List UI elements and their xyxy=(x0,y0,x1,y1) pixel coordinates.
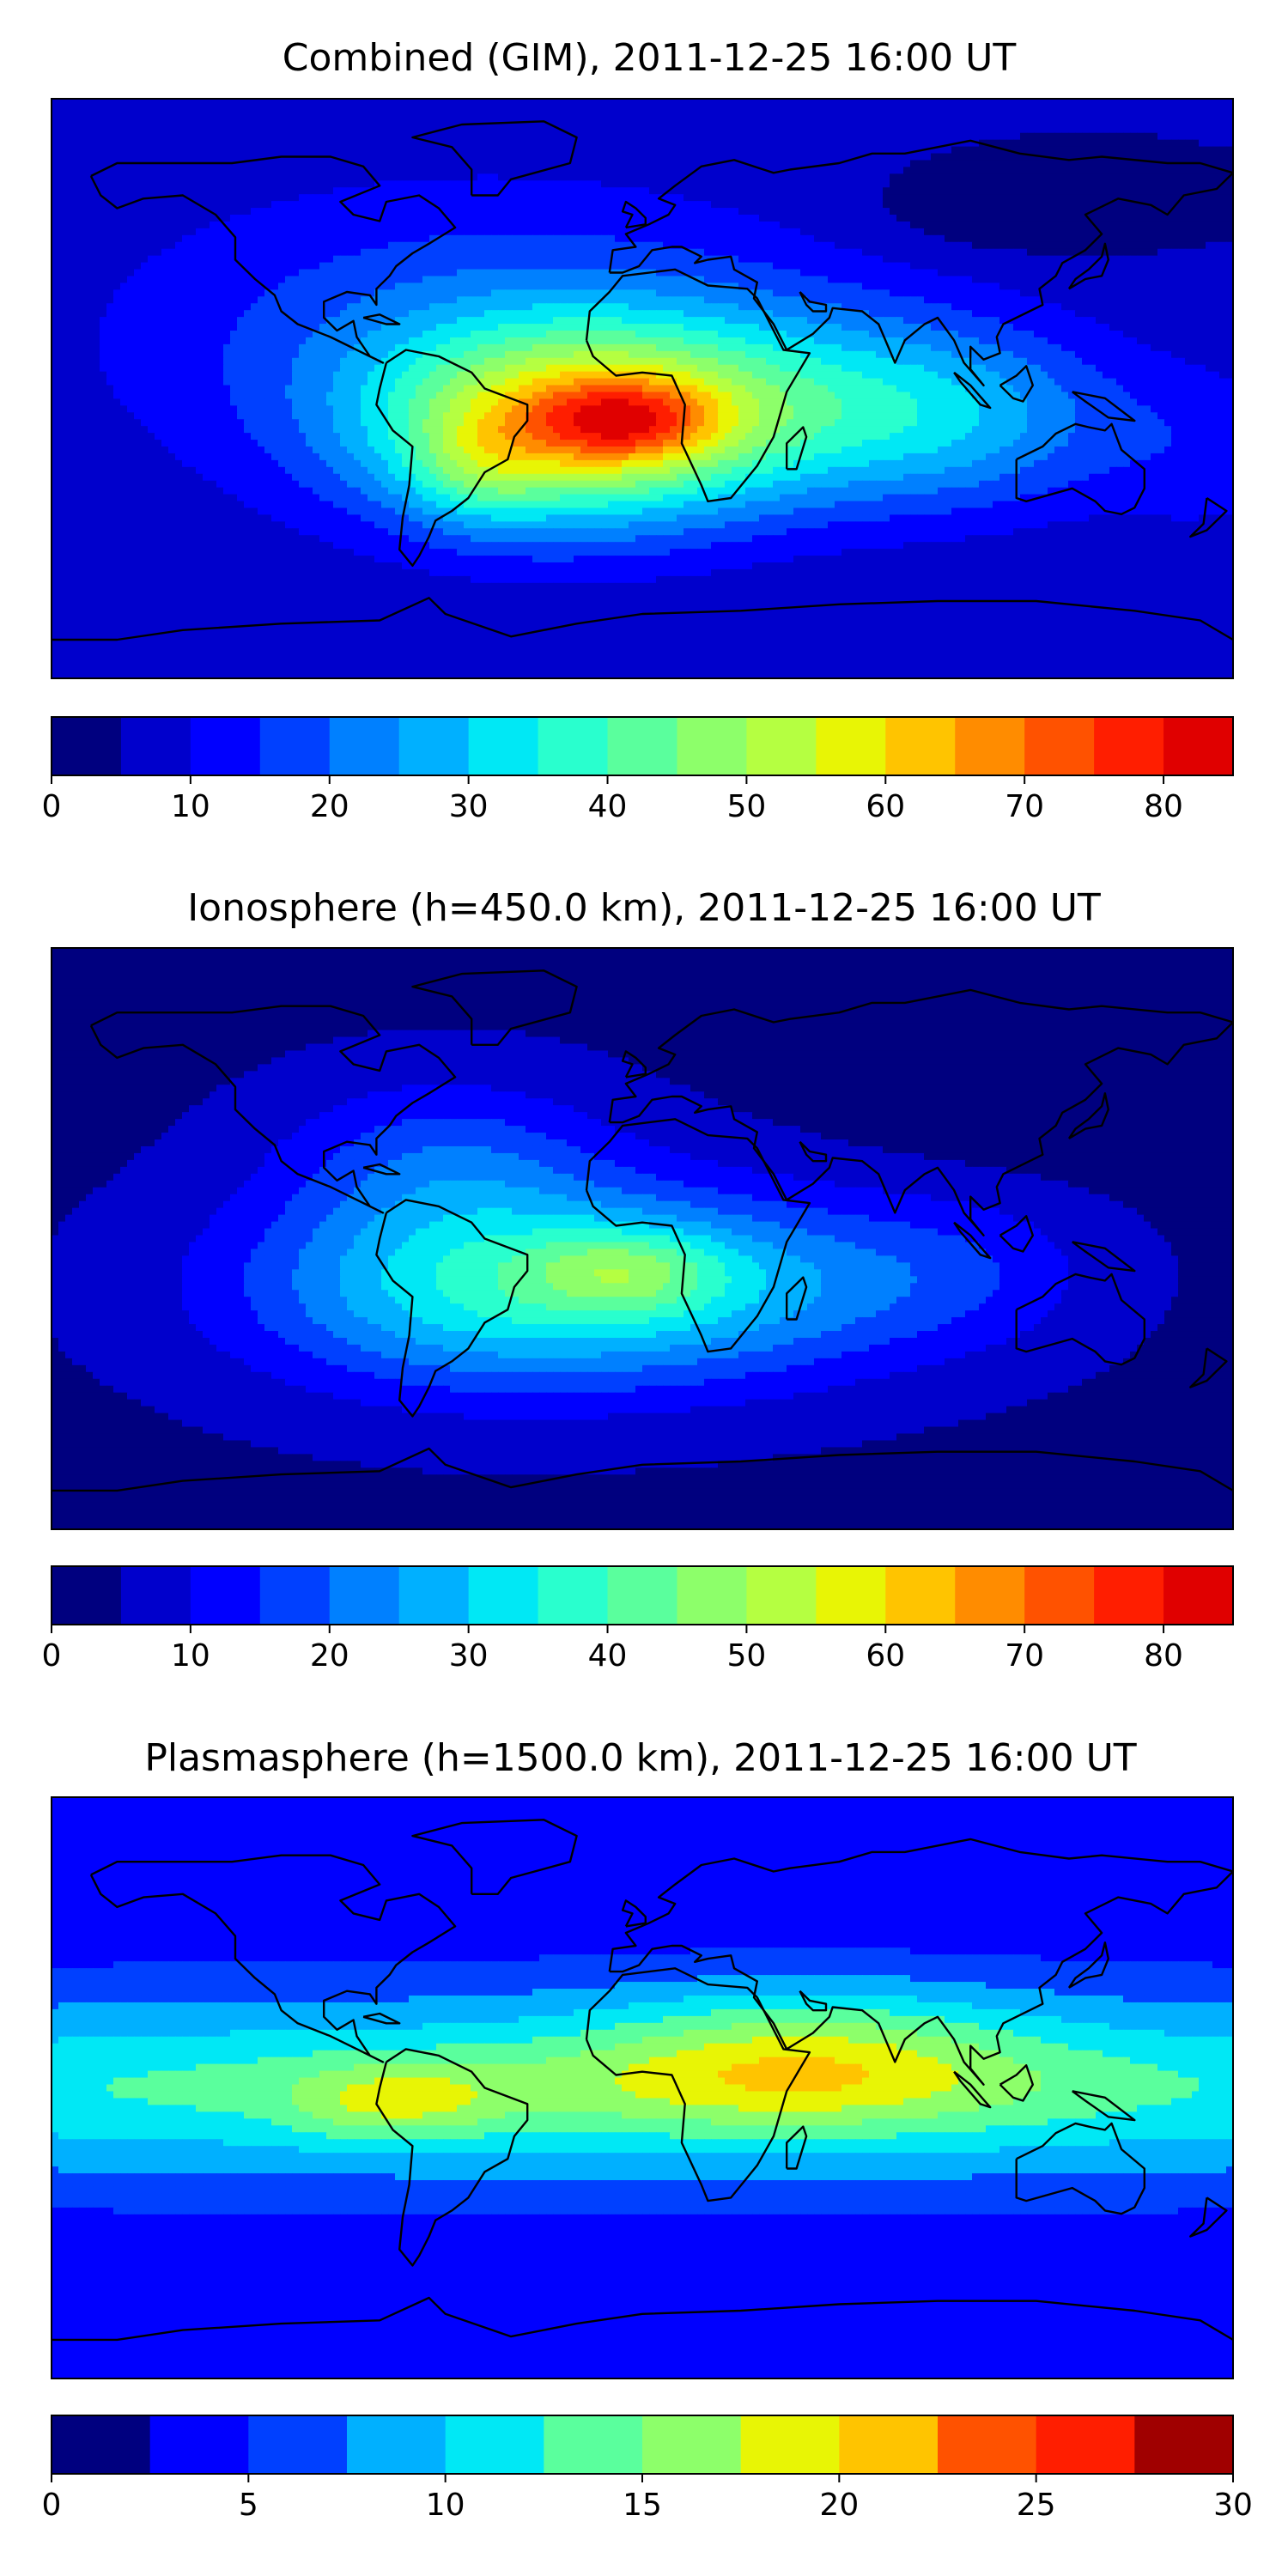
colorbar-swatch xyxy=(816,717,885,775)
colorbar-swatch xyxy=(1134,2415,1233,2474)
colorbar-swatch xyxy=(677,1566,746,1625)
colorbar-swatch xyxy=(746,717,816,775)
colorbar-tick-label: 20 xyxy=(310,1638,349,1674)
colorbar-swatch xyxy=(955,717,1024,775)
colorbar-swatch xyxy=(938,2415,1036,2474)
colorbar-tick-label: 40 xyxy=(588,789,628,824)
colorbar-swatch xyxy=(52,717,121,775)
colorbar-tick-label: 10 xyxy=(426,2488,465,2523)
colorbar-swatch xyxy=(330,1566,399,1625)
colorbar-swatch xyxy=(469,717,538,775)
colorbar-swatch xyxy=(538,1566,608,1625)
colorbar-tick-label: 10 xyxy=(171,789,210,824)
colorbar-swatch xyxy=(741,2415,840,2474)
colorbar-swatch xyxy=(538,717,608,775)
colorbar-swatch xyxy=(1036,2415,1135,2474)
colorbar-tick-label: 60 xyxy=(866,789,905,824)
colorbar-tick-label: 30 xyxy=(449,789,489,824)
panel-combined: Combined (GIM), 2011-12-25 16:00 UT 0 10 2… xyxy=(42,36,1234,824)
colorbar-tick-label: 70 xyxy=(1005,1638,1044,1674)
colorbar-swatch xyxy=(52,2415,150,2474)
colorbar-swatch xyxy=(608,717,677,775)
colorbar-swatch xyxy=(399,717,469,775)
colorbar-tick-label: 30 xyxy=(1213,2488,1253,2523)
colorbar-swatch xyxy=(1163,1566,1233,1625)
colorbar-swatch xyxy=(816,1566,885,1625)
colorbar-swatch xyxy=(642,2415,741,2474)
colorbar-tick-label: 40 xyxy=(588,1638,628,1674)
colorbar-swatch xyxy=(260,717,330,775)
colorbar-tick-label: 30 xyxy=(449,1638,489,1674)
colorbar-swatch xyxy=(1024,1566,1094,1625)
colorbar-swatch xyxy=(955,1566,1024,1625)
colorbar-tick-label: 15 xyxy=(623,2488,662,2523)
colorbar-swatch xyxy=(839,2415,938,2474)
panel-ionosphere: Ionosphere (h=450.0 km), 2011-12-25 16:0… xyxy=(42,886,1234,1674)
colorbar-swatch xyxy=(121,1566,191,1625)
map-contour-plasmasphere xyxy=(52,1797,1234,2379)
colorbar-swatch xyxy=(347,2415,446,2474)
colorbar-swatch xyxy=(469,1566,538,1625)
panel-title: Plasmasphere (h=1500.0 km), 2011-12-25 1… xyxy=(144,1736,1136,1780)
map-contour-combined xyxy=(52,99,1234,679)
colorbar-swatch xyxy=(446,2415,544,2474)
colorbar-swatch xyxy=(746,1566,816,1625)
colorbar-swatch xyxy=(544,2415,642,2474)
colorbar-swatch xyxy=(885,717,955,775)
colorbar-tick-label: 80 xyxy=(1144,1638,1183,1674)
colorbar-tick-label: 60 xyxy=(866,1638,905,1674)
colorbar-swatch xyxy=(1163,717,1233,775)
colorbar-tick-label: 80 xyxy=(1144,789,1183,824)
colorbar-tick-label: 20 xyxy=(819,2488,859,2523)
colorbar-tick-label: 10 xyxy=(171,1638,210,1674)
colorbar-swatch xyxy=(121,717,191,775)
colorbar-plasmasphere: 0 5 10 15 20 25 30 xyxy=(42,2415,1253,2523)
panel-plasmasphere: Plasmasphere (h=1500.0 km), 2011-12-25 1… xyxy=(42,1736,1253,2523)
colorbar-tick-label: 0 xyxy=(42,789,62,824)
colorbar-swatch xyxy=(1094,717,1163,775)
colorbar-tick-label: 0 xyxy=(42,2488,62,2523)
colorbar-tick-label: 20 xyxy=(310,789,349,824)
colorbar-combined: 0 10 20 30 40 50 60 70 80 xyxy=(42,717,1234,824)
colorbar-tick-label: 5 xyxy=(239,2488,258,2523)
colorbar-swatch xyxy=(885,1566,955,1625)
colorbar-swatch xyxy=(1094,1566,1163,1625)
colorbar-swatch xyxy=(260,1566,330,1625)
colorbar-swatch xyxy=(1024,717,1094,775)
colorbar-swatch xyxy=(150,2415,249,2474)
colorbar-tick-label: 25 xyxy=(1017,2488,1056,2523)
colorbar-swatch xyxy=(399,1566,469,1625)
panel-title: Combined (GIM), 2011-12-25 16:00 UT xyxy=(283,36,1017,80)
panel-title: Ionosphere (h=450.0 km), 2011-12-25 16:0… xyxy=(187,886,1101,930)
map-contour-ionosphere xyxy=(52,948,1234,1530)
colorbar-swatch xyxy=(608,1566,677,1625)
colorbar-tick-label: 50 xyxy=(727,1638,767,1674)
colorbar-swatch xyxy=(191,717,260,775)
colorbar-swatch xyxy=(677,717,746,775)
colorbar-swatch xyxy=(52,1566,121,1625)
colorbar-ionosphere: 0 10 20 30 40 50 60 70 80 xyxy=(42,1566,1234,1674)
colorbar-swatch xyxy=(191,1566,260,1625)
colorbar-tick-label: 0 xyxy=(42,1638,62,1674)
colorbar-swatch xyxy=(330,717,399,775)
colorbar-tick-label: 70 xyxy=(1005,789,1044,824)
colorbar-tick-label: 50 xyxy=(727,789,767,824)
colorbar-swatch xyxy=(248,2415,347,2474)
